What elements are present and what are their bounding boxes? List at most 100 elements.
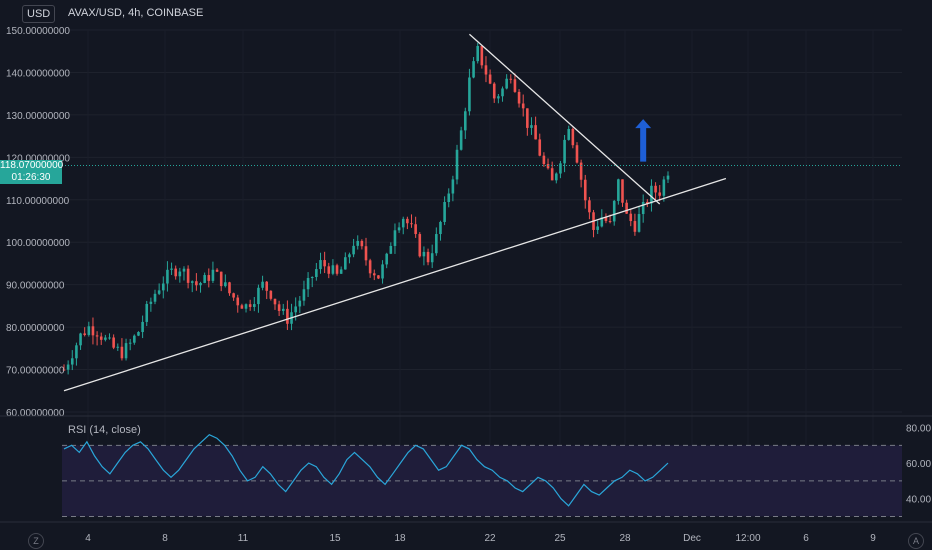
candle-body bbox=[526, 108, 529, 128]
time-tick-label: 8 bbox=[162, 533, 168, 544]
candle-body bbox=[513, 79, 517, 92]
trendline-support[interactable] bbox=[63, 177, 727, 392]
candle-body bbox=[604, 217, 608, 222]
candle-body bbox=[195, 281, 198, 286]
candle-body bbox=[145, 303, 149, 322]
price-tick-label: 110.00000000 bbox=[6, 196, 70, 207]
candle-body bbox=[538, 139, 542, 156]
candle-body bbox=[257, 287, 260, 305]
candle-body bbox=[505, 78, 508, 89]
candle-body bbox=[302, 289, 306, 301]
price-tick-label: 100.00000000 bbox=[6, 238, 70, 249]
log-scale-toggle[interactable]: Z bbox=[28, 533, 44, 549]
candle-body bbox=[459, 130, 463, 150]
candle-body bbox=[381, 264, 384, 279]
candle-body bbox=[137, 332, 140, 336]
candle-body bbox=[583, 179, 587, 201]
candle-body bbox=[567, 128, 571, 140]
candle-body bbox=[178, 271, 182, 277]
candle-body bbox=[273, 298, 277, 305]
candle-body bbox=[108, 337, 111, 339]
candle-body bbox=[509, 78, 513, 80]
candle-body bbox=[219, 271, 223, 287]
rsi-axis[interactable]: 80.00 60.00 40.00 bbox=[906, 424, 931, 506]
candle-body bbox=[641, 201, 645, 215]
candle-body bbox=[335, 265, 339, 274]
candle-body bbox=[211, 269, 215, 281]
candle-body bbox=[236, 297, 240, 306]
candle-body bbox=[612, 200, 616, 222]
candle-body bbox=[484, 65, 488, 75]
candle-body bbox=[207, 275, 211, 281]
candle-body bbox=[530, 125, 533, 128]
candle-body bbox=[488, 74, 492, 84]
candle-body bbox=[497, 96, 500, 99]
candle-body bbox=[170, 268, 173, 270]
candle-body bbox=[348, 254, 351, 258]
candle-body bbox=[240, 305, 244, 309]
candle-body bbox=[215, 269, 219, 272]
currency-badge[interactable]: USD bbox=[22, 5, 56, 23]
price-axis[interactable]: 150.00000000 140.00000000 130.00000000 120.… bbox=[6, 26, 70, 419]
candle-body bbox=[70, 358, 74, 365]
candle-body bbox=[128, 342, 132, 344]
up-arrow-annotation[interactable] bbox=[635, 119, 652, 162]
candle-body bbox=[261, 281, 264, 288]
candle-body bbox=[463, 111, 467, 131]
candle-body bbox=[112, 337, 115, 348]
candle-body bbox=[389, 245, 393, 254]
time-tick-label: 25 bbox=[554, 533, 566, 544]
price-tick-label: 120.00000000 bbox=[6, 153, 70, 164]
candle-body bbox=[190, 281, 194, 283]
candle-body bbox=[344, 257, 347, 270]
candle-body bbox=[517, 91, 521, 104]
candle-body bbox=[600, 217, 604, 227]
last-price-tag: 118.07000000 01:26:30 bbox=[0, 160, 63, 184]
candle-body bbox=[75, 345, 78, 359]
candle-body bbox=[534, 125, 537, 140]
candle-body bbox=[571, 128, 575, 146]
candle-body bbox=[480, 45, 484, 66]
auto-scale-toggle[interactable]: A bbox=[908, 533, 924, 549]
arrow-shape[interactable] bbox=[635, 119, 652, 162]
candle-body bbox=[455, 149, 459, 180]
candle-body bbox=[621, 179, 624, 203]
time-tick-label: 22 bbox=[484, 533, 496, 544]
candle-body bbox=[579, 162, 583, 180]
rsi-tick-label: 40.00 bbox=[906, 495, 931, 506]
candle-body bbox=[559, 163, 562, 174]
candle-body bbox=[588, 200, 591, 213]
candle-body bbox=[83, 333, 86, 335]
candle-body bbox=[319, 260, 322, 270]
candle-body bbox=[327, 266, 331, 274]
time-tick-label: 28 bbox=[619, 533, 631, 544]
candle-body bbox=[352, 245, 355, 255]
candle-body bbox=[472, 61, 475, 78]
candle-body bbox=[265, 281, 269, 291]
symbol-legend[interactable]: AVAX/USD, 4h, COINBASE bbox=[68, 7, 204, 19]
candle-body bbox=[323, 260, 326, 267]
candle-body bbox=[95, 335, 99, 337]
price-tick-label: 140.00000000 bbox=[6, 68, 70, 79]
candle-body bbox=[91, 326, 95, 336]
candle-body bbox=[501, 88, 504, 97]
candle-body bbox=[637, 214, 641, 232]
price-tick-label: 130.00000000 bbox=[6, 111, 70, 122]
candle-body bbox=[435, 234, 438, 254]
candle-body bbox=[79, 333, 82, 346]
candle-body bbox=[625, 202, 628, 214]
rsi-legend[interactable]: RSI (14, close) bbox=[68, 424, 141, 436]
time-tick-label: 18 bbox=[394, 533, 406, 544]
candle-body bbox=[62, 369, 66, 371]
time-axis[interactable]: 4 8 11 15 18 22 25 28 Dec 12:00 6 9 bbox=[85, 533, 876, 544]
candlestick-series bbox=[62, 42, 670, 375]
trendlines[interactable] bbox=[63, 33, 727, 392]
candle-body bbox=[550, 168, 554, 181]
trendline-resistance[interactable] bbox=[468, 33, 661, 205]
candle-body bbox=[372, 273, 376, 276]
time-tick-label: 11 bbox=[238, 533, 249, 544]
candle-body bbox=[120, 346, 124, 359]
rsi-line bbox=[63, 433, 669, 507]
candle-body bbox=[294, 306, 297, 313]
